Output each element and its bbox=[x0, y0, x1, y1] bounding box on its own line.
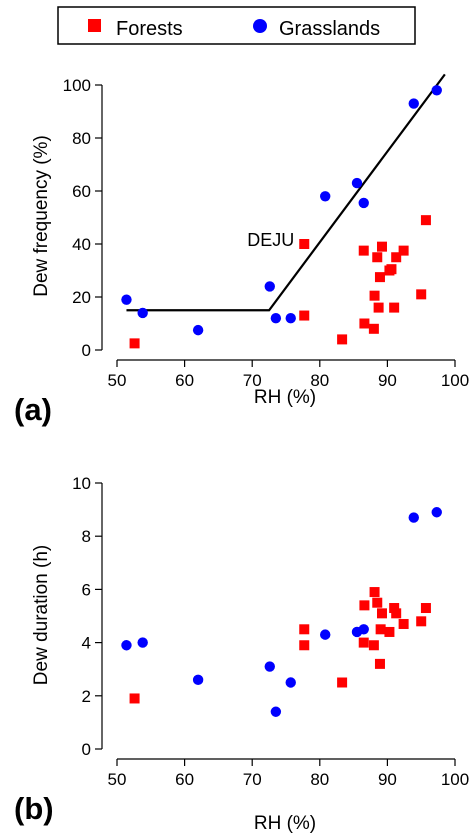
forest-point bbox=[372, 252, 383, 263]
forest-point bbox=[391, 608, 402, 619]
forest-point bbox=[389, 603, 400, 614]
legend-box bbox=[57, 6, 416, 45]
x-axis-label-a: RH (%) bbox=[254, 387, 316, 408]
y-tick-label-b: 4 bbox=[82, 634, 91, 653]
x-tick-label-b: 60 bbox=[175, 770, 194, 789]
forest-point bbox=[416, 289, 427, 300]
grassland-point bbox=[192, 324, 204, 336]
grassland-point bbox=[264, 281, 275, 292]
forest-point bbox=[384, 626, 395, 637]
grassland-point bbox=[270, 313, 282, 324]
x-tick-label-b: 90 bbox=[378, 770, 397, 789]
fit-line-a bbox=[126, 73, 446, 312]
forest-point bbox=[368, 323, 379, 334]
grassland-point bbox=[264, 661, 275, 672]
forest-point bbox=[299, 640, 310, 651]
x-tick-label-a: 100 bbox=[441, 371, 469, 390]
x-tick-label-b: 80 bbox=[310, 770, 329, 789]
legend: Forests Grasslands bbox=[57, 6, 416, 45]
grassland-point bbox=[121, 640, 132, 651]
grassland-point bbox=[408, 512, 419, 523]
forest-point bbox=[368, 640, 379, 651]
forest-point bbox=[369, 290, 380, 301]
y-tick-label-a: 20 bbox=[72, 288, 91, 307]
y-axis-label-b: Dew duration (h) bbox=[31, 545, 52, 685]
y-tick-label-b: 2 bbox=[82, 687, 91, 706]
grassland-point bbox=[285, 313, 296, 324]
forest-point bbox=[420, 215, 431, 226]
forest-point bbox=[129, 338, 140, 349]
forest-point bbox=[299, 239, 310, 249]
forest-point bbox=[376, 241, 387, 252]
grassland-point bbox=[358, 197, 369, 209]
legend-label-forests: Forests bbox=[116, 18, 183, 40]
grassland-point bbox=[351, 177, 363, 189]
y-tick-label-b: 6 bbox=[82, 580, 91, 599]
y-tick-label-b: 8 bbox=[82, 527, 91, 546]
grassland-point bbox=[285, 677, 296, 688]
legend-label-grasslands: Grasslands bbox=[279, 18, 380, 40]
x-tick-label-b: 70 bbox=[243, 770, 262, 789]
y-tick-label-a: 100 bbox=[63, 76, 91, 95]
forest-point bbox=[337, 334, 348, 345]
forest-point bbox=[337, 677, 348, 688]
grassland-point bbox=[358, 624, 369, 635]
grassland-point bbox=[192, 674, 204, 686]
forest-point bbox=[376, 608, 387, 619]
y-tick-label-b: 0 bbox=[82, 740, 91, 759]
panel-label-b: (b) bbox=[14, 791, 54, 826]
forest-point bbox=[374, 272, 385, 283]
forest-point bbox=[129, 693, 140, 704]
forest-point bbox=[374, 658, 385, 669]
x-tick-label-a: 80 bbox=[310, 371, 329, 390]
y-tick-label-a: 40 bbox=[72, 235, 91, 254]
forest-point bbox=[416, 616, 427, 627]
grassland-point bbox=[320, 629, 331, 640]
forest-point bbox=[359, 600, 370, 611]
forest-point bbox=[359, 318, 370, 329]
y-tick-label-a: 80 bbox=[72, 129, 91, 148]
panel-a: (a) RH (%) Dew frequency (%) 50 60 70 80 90 1… bbox=[14, 73, 469, 427]
panel-b: (b) RH (%) Dew duration (h) 50 60 70 80 90 10… bbox=[14, 474, 469, 834]
grassland-point bbox=[137, 637, 148, 648]
y-tick-label-b: 10 bbox=[72, 474, 91, 493]
forest-point bbox=[299, 624, 310, 635]
x-axis-label-b: RH (%) bbox=[254, 813, 316, 834]
panel-label-a: (a) bbox=[14, 392, 52, 427]
forest-point bbox=[375, 624, 386, 635]
grassland-point bbox=[431, 85, 442, 96]
x-tick-label-a: 90 bbox=[378, 371, 397, 390]
forest-point bbox=[389, 302, 400, 313]
y-tick-label-a: 60 bbox=[72, 182, 91, 201]
forest-point bbox=[358, 637, 369, 648]
grassland-point bbox=[320, 191, 331, 202]
annotation-deju: DEJU bbox=[247, 230, 294, 250]
x-tick-label-a: 60 bbox=[175, 371, 194, 390]
grassland-point bbox=[431, 507, 442, 518]
forest-point bbox=[373, 302, 384, 313]
grassland-point bbox=[408, 98, 419, 109]
x-tick-label-b: 50 bbox=[108, 770, 127, 789]
forest-point bbox=[372, 597, 383, 608]
x-tick-label-b: 100 bbox=[441, 770, 469, 789]
grassland-point bbox=[137, 307, 148, 319]
forest-point bbox=[369, 587, 380, 598]
y-axis-label-a: Dew frequency (%) bbox=[31, 135, 52, 297]
y-tick-label-a: 0 bbox=[82, 341, 91, 360]
forest-point bbox=[391, 252, 402, 263]
legend-marker-grasslands bbox=[253, 19, 267, 33]
forest-point bbox=[398, 618, 409, 629]
grassland-point bbox=[270, 706, 282, 717]
forest-point bbox=[386, 264, 397, 275]
forest-point bbox=[398, 245, 409, 256]
x-tick-label-a: 70 bbox=[243, 371, 262, 390]
grassland-point bbox=[121, 294, 132, 305]
x-tick-label-a: 50 bbox=[108, 371, 127, 390]
forest-point bbox=[299, 310, 310, 321]
forest-point bbox=[420, 603, 431, 614]
forest-point bbox=[358, 245, 369, 256]
legend-marker-forests bbox=[88, 19, 101, 32]
